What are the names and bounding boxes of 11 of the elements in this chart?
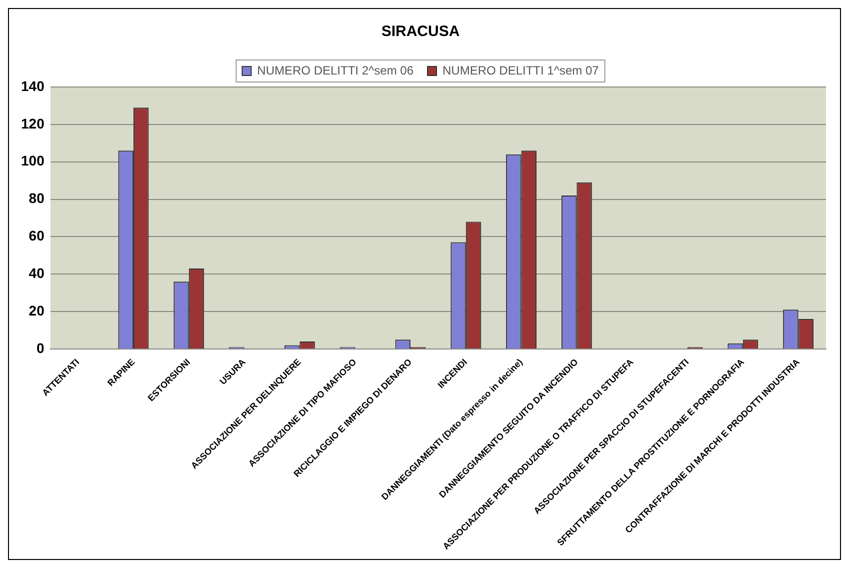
chart-title: SIRACUSA	[381, 23, 460, 40]
y-tick-label: 40	[28, 264, 45, 281]
y-tick-label: 100	[21, 152, 45, 169]
y-tick-label: 120	[21, 115, 45, 132]
y-tick-label: 0	[36, 340, 45, 356]
legend-label: NUMERO DELITTI 1^sem 07	[442, 63, 600, 78]
y-tick-label: 80	[28, 190, 45, 206]
y-tick-label: 140	[21, 78, 45, 94]
y-tick-label: 20	[28, 302, 45, 318]
y-tick-label: 60	[28, 228, 45, 244]
legend-label: NUMERO DELITTI 2^sem 06	[257, 63, 414, 78]
